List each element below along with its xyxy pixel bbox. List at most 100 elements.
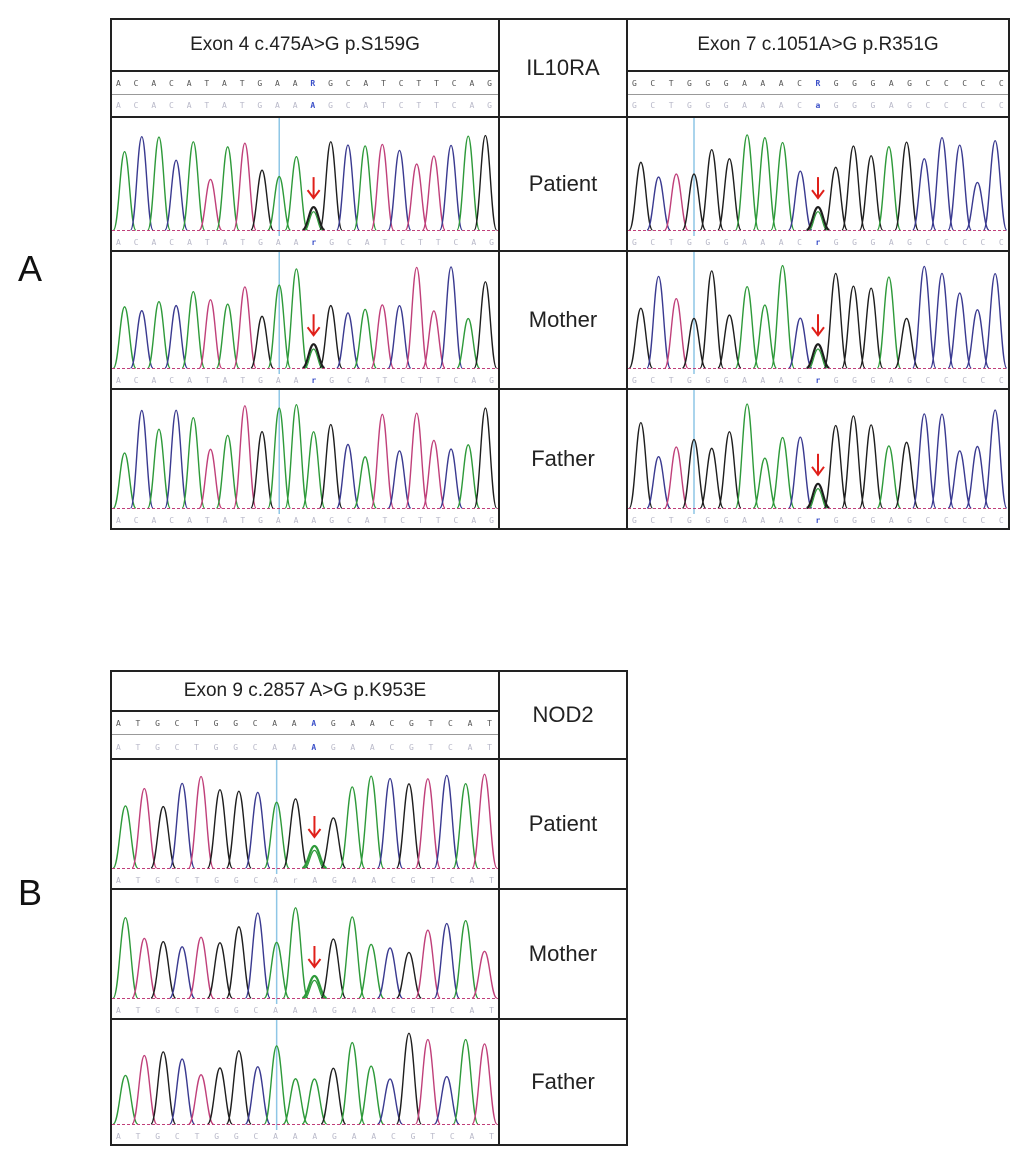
base-call: C xyxy=(453,515,459,525)
chromatogram-peak xyxy=(358,943,385,999)
panel-a-row1-line xyxy=(110,250,1010,252)
sequence-base: G xyxy=(632,78,637,88)
chromatogram-peak xyxy=(628,307,654,369)
chromatogram-peak xyxy=(894,317,919,369)
sequence-base: G xyxy=(330,718,336,728)
chromatogram-peak xyxy=(318,141,343,231)
panel-b-row1-line xyxy=(110,888,628,890)
chromatogram-peak xyxy=(805,206,831,232)
sequence-base: G xyxy=(155,742,160,752)
sequence-base: C xyxy=(650,78,656,88)
chromatogram-peak xyxy=(788,436,813,509)
chromatogram-peak xyxy=(112,916,139,999)
chromatogram-peak xyxy=(404,266,429,369)
base-call: T xyxy=(204,515,210,525)
base-call: C xyxy=(390,875,396,885)
sequence-base: R xyxy=(310,78,316,88)
sequence-base: T xyxy=(434,78,439,88)
sequence-base: G xyxy=(870,78,876,88)
sequence-base: C xyxy=(345,100,351,110)
chromatogram-peak xyxy=(395,783,422,869)
chromatogram-peak xyxy=(282,1078,309,1125)
sequence-base: T xyxy=(204,78,210,88)
chromatogram-peak xyxy=(841,145,866,231)
base-call: C xyxy=(133,515,139,525)
sequence-base: T xyxy=(194,718,199,728)
chromatogram-peak xyxy=(395,951,422,999)
base-call: A xyxy=(760,375,766,385)
sequence-base: A xyxy=(467,742,473,752)
base-call: C xyxy=(133,237,139,247)
panel-b-role-mother: Mother xyxy=(528,941,598,966)
chromatogram-peak xyxy=(929,413,955,509)
sequence-base: C xyxy=(998,78,1004,88)
base-call: r xyxy=(815,237,821,247)
chromatogram-peak xyxy=(263,1045,290,1125)
sequence-base: A xyxy=(350,742,356,752)
base-call: A xyxy=(116,515,121,525)
chromatogram-peak xyxy=(164,304,188,369)
base-call: G xyxy=(723,515,729,525)
panel-b-gene-label: NOD2 xyxy=(532,702,594,727)
sequence-base: G xyxy=(213,742,219,752)
base-call: G xyxy=(329,515,335,525)
base-call: C xyxy=(253,1005,259,1015)
sequence-base: C xyxy=(943,100,949,110)
base-call: C xyxy=(797,375,802,385)
sequence-base: G xyxy=(833,100,839,110)
chromatogram-peak xyxy=(339,916,366,999)
panel-a-row2-line xyxy=(110,388,1010,390)
chromatogram-peak xyxy=(681,317,707,369)
sequence-base: C xyxy=(797,78,802,88)
sequence-base: A xyxy=(369,718,375,728)
chromatogram-peak xyxy=(188,1074,215,1125)
sequence-base: G xyxy=(852,100,857,110)
chromatogram-peak xyxy=(858,155,884,231)
base-call: A xyxy=(364,237,370,247)
chromatogram-peak xyxy=(267,284,292,369)
chromatogram-peak xyxy=(894,441,919,509)
chromatogram-peak xyxy=(225,790,252,869)
chromatogram-peak xyxy=(982,140,1008,231)
chromatogram-peak xyxy=(471,773,498,869)
chromatogram-secondary-peak xyxy=(304,348,323,369)
base-call: A xyxy=(293,375,299,385)
base-call: A xyxy=(151,515,157,525)
base-call: A xyxy=(888,375,894,385)
chromatogram-peak xyxy=(301,1078,328,1125)
base-call: T xyxy=(240,375,246,385)
chromatogram-peak xyxy=(734,134,760,231)
chromatogram-peak xyxy=(770,264,795,369)
base-call: T xyxy=(135,1005,141,1015)
chromatogram-peak xyxy=(912,158,937,231)
chromatogram-peak xyxy=(370,143,395,231)
chromatogram-peak xyxy=(664,173,689,231)
chromatogram-trace xyxy=(112,118,498,236)
chromatogram-peak xyxy=(664,298,689,369)
base-call: T xyxy=(418,515,423,525)
base-call: G xyxy=(410,1131,416,1141)
base-call: C xyxy=(449,1131,455,1141)
sequence-base: G xyxy=(833,78,839,88)
base-call: T xyxy=(240,237,246,247)
sequence-base: C xyxy=(925,100,931,110)
base-call: C xyxy=(925,375,931,385)
chromatogram-peak xyxy=(339,1041,366,1125)
base-call: C xyxy=(346,515,352,525)
sequence-base: A xyxy=(742,78,747,88)
base-call: G xyxy=(687,515,692,525)
chromatogram-peak xyxy=(717,431,742,509)
chromatogram-peak xyxy=(129,136,154,231)
base-call: A xyxy=(312,1005,318,1015)
chromatogram-trace xyxy=(628,252,1008,374)
panel-label-a: A xyxy=(18,248,43,289)
panel-b-frame xyxy=(110,670,628,1146)
chromatogram-peak xyxy=(358,775,385,869)
base-call: C xyxy=(980,375,986,385)
variant-arrow-icon xyxy=(306,314,321,337)
base-call: T xyxy=(382,375,388,385)
chromatogram-peak xyxy=(414,1038,441,1125)
